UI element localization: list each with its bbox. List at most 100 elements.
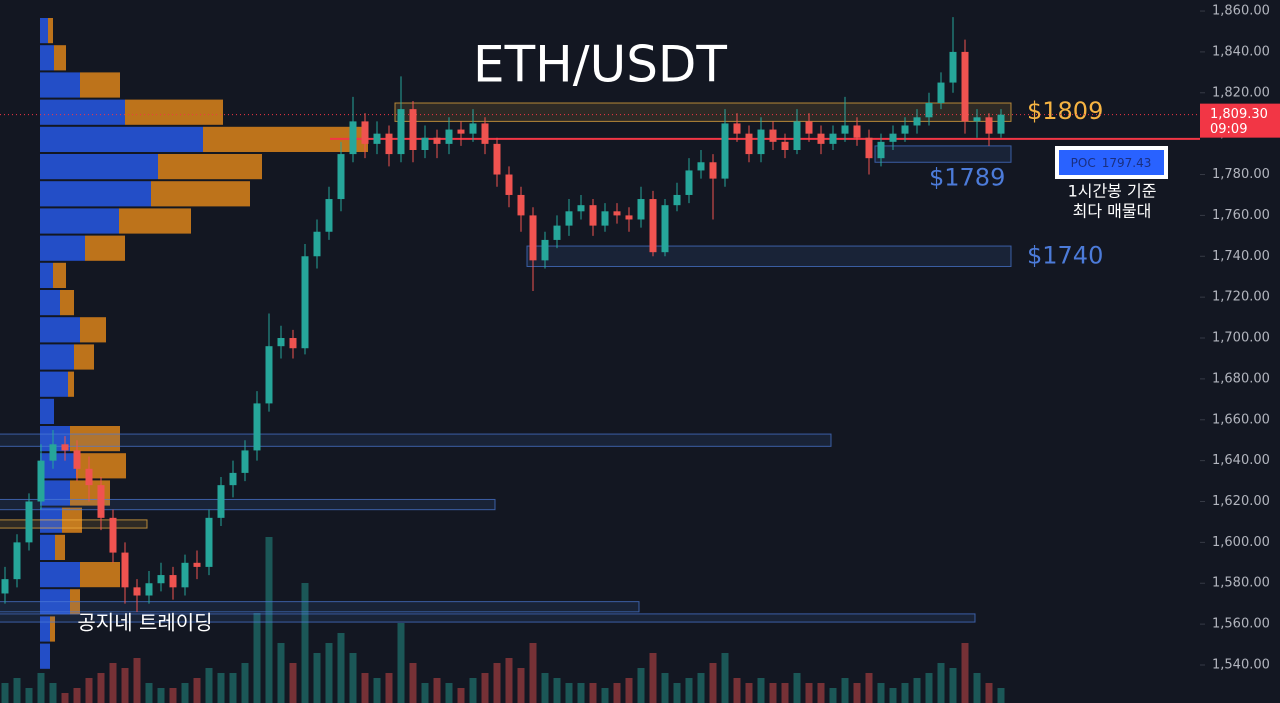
volume-bar	[493, 663, 501, 703]
y-tick-label: 1,640.00	[1212, 453, 1270, 468]
profile-buy	[40, 480, 70, 506]
candle-body	[457, 129, 465, 134]
candle-body	[517, 194, 525, 216]
profile-buy	[40, 398, 54, 424]
volume-bar	[301, 583, 309, 703]
candle-body	[325, 199, 333, 232]
volume-bar	[757, 678, 765, 703]
candle-body	[193, 562, 201, 567]
volume-bar	[997, 688, 1005, 703]
volume-bar	[805, 683, 813, 703]
volume-bar	[205, 668, 213, 703]
profile-sell	[80, 72, 120, 98]
volume-bar	[841, 678, 849, 703]
poc-note: 최다 매물대	[1073, 202, 1152, 221]
volume-bar	[649, 653, 657, 703]
watermark: 공지네 트레이딩	[77, 611, 212, 635]
price-tag	[1200, 103, 1280, 138]
profile-sell	[53, 262, 66, 288]
candle-body	[985, 117, 993, 134]
profile-buy	[40, 18, 48, 44]
profile-sell	[74, 344, 94, 370]
y-tick-label: 1,660.00	[1212, 412, 1270, 427]
volume-bar	[673, 683, 681, 703]
volume-bar	[61, 693, 69, 703]
zone	[874, 145, 1012, 163]
candle-body	[157, 575, 165, 584]
candle-body	[817, 133, 825, 144]
profile-buy	[40, 126, 203, 152]
volume-bar	[361, 673, 369, 703]
candle-body	[781, 141, 789, 151]
candle-body	[505, 174, 513, 195]
profile-sell	[125, 99, 223, 125]
volume-bar	[133, 658, 141, 703]
volume-bar	[229, 673, 237, 703]
y-tick-label: 1,860.00	[1212, 4, 1270, 19]
volume-bar	[73, 688, 81, 703]
candle-body	[901, 125, 909, 134]
candle-body	[661, 205, 669, 253]
volume-bar	[565, 683, 573, 703]
y-tick-label: 1,600.00	[1212, 535, 1270, 550]
volume-bar	[793, 673, 801, 703]
candle-body	[85, 468, 93, 486]
profile-buy	[40, 643, 50, 669]
candle-body	[337, 154, 345, 200]
volume-bar	[409, 663, 417, 703]
candle-body	[961, 51, 969, 122]
zone	[394, 102, 1012, 122]
volume-bar	[517, 668, 525, 703]
volume-bar	[433, 678, 441, 703]
candle-body	[97, 485, 105, 518]
volume-bar	[613, 683, 621, 703]
zone	[0, 519, 148, 529]
volume-bar	[457, 688, 465, 703]
profile-buy	[40, 235, 85, 261]
candle-body	[973, 117, 981, 122]
candle-body	[829, 133, 837, 144]
volume-bar	[589, 683, 597, 703]
y-tick-label: 1,700.00	[1212, 331, 1270, 346]
volume-bar	[385, 673, 393, 703]
candle-body	[925, 102, 933, 118]
candle-body	[25, 501, 33, 543]
candle-body	[913, 117, 921, 126]
volume-bar	[181, 683, 189, 703]
candle-body	[241, 450, 249, 473]
candle-body	[745, 133, 753, 155]
profile-buy	[40, 453, 76, 479]
candle-body	[733, 123, 741, 134]
volume-bar	[685, 678, 693, 703]
y-tick-label: 1,820.00	[1212, 85, 1270, 100]
y-tick-label: 1,540.00	[1212, 657, 1270, 672]
volume-bar	[913, 678, 921, 703]
volume-bar	[169, 688, 177, 703]
volume-bar	[889, 688, 897, 703]
profile-sell	[50, 616, 55, 642]
y-tick-label: 1,580.00	[1212, 576, 1270, 591]
volume-bar	[469, 678, 477, 703]
volume-bar	[193, 678, 201, 703]
volume-bar	[217, 673, 225, 703]
volume-bar	[877, 683, 885, 703]
candle-body	[529, 215, 537, 261]
profile-sell	[151, 181, 250, 207]
y-tick-label: 1,620.00	[1212, 494, 1270, 509]
candle-body	[205, 517, 213, 567]
volume-bar	[157, 688, 165, 703]
candle-body	[73, 450, 81, 469]
volume-bar	[373, 678, 381, 703]
candle-body	[877, 141, 885, 159]
candle-body	[541, 239, 549, 261]
candle-body	[997, 114, 1005, 134]
zone	[0, 601, 640, 613]
volume-bar	[949, 668, 957, 703]
profile-buy	[40, 45, 54, 71]
profile-sell	[48, 18, 53, 44]
profile-buy	[40, 181, 151, 207]
candle-body	[469, 123, 477, 134]
candle-body	[409, 109, 417, 151]
candle-body	[637, 199, 645, 220]
profile-buy	[40, 562, 80, 588]
